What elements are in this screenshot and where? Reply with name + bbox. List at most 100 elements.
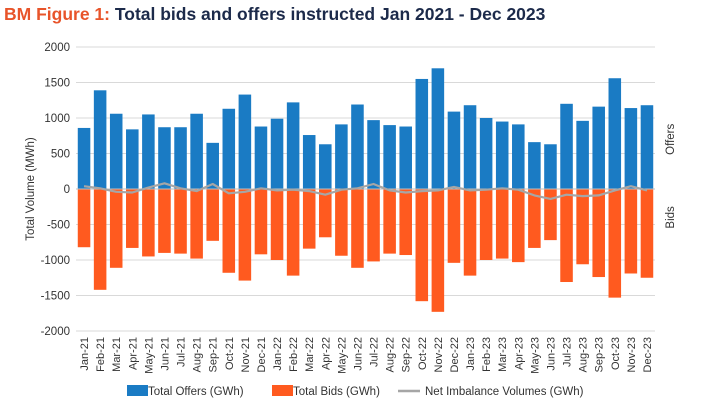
offer-bar: [447, 111, 461, 189]
legend-bids-swatch: [272, 385, 293, 396]
x-tick-label: Mar-23: [497, 337, 509, 372]
x-tick-label: Jul-21: [176, 337, 188, 367]
bid-bar: [222, 189, 236, 273]
legend-offers-label: Total Offers (GWh): [148, 386, 244, 398]
offer-bar: [270, 118, 284, 189]
x-tick-label: Jan-22: [272, 337, 284, 371]
bid-bar: [640, 189, 654, 278]
offer-bar: [254, 126, 268, 189]
x-tick-label: Feb-21: [95, 337, 107, 372]
offer-bar: [479, 118, 493, 189]
offer-bar: [174, 127, 187, 189]
bid-bar: [93, 189, 107, 290]
offer-bar: [206, 142, 219, 189]
offer-bar: [592, 106, 605, 189]
offer-bar: [142, 114, 155, 189]
figure-number: BM Figure 1:: [4, 4, 110, 24]
y-tick-label: -1500: [41, 291, 70, 303]
offer-bar: [335, 124, 348, 189]
offer-bar: [544, 144, 557, 189]
bid-bar: [544, 189, 557, 241]
offer-bar: [319, 144, 332, 189]
x-tick-label: Jun-21: [159, 337, 171, 371]
x-tick-label: Apr-23: [513, 337, 525, 370]
x-tick-label: Jul-22: [369, 337, 381, 367]
legend-offers-swatch: [127, 385, 148, 396]
bid-bar: [302, 189, 316, 249]
x-tick-label: Jun-22: [352, 337, 364, 371]
y-tick-label: 1500: [44, 78, 70, 90]
bid-bar: [463, 189, 477, 276]
legend-bids-label: Total Bids (GWh): [293, 386, 380, 398]
bid-bar: [367, 189, 380, 262]
bid-bar: [608, 189, 622, 298]
offer-bar: [351, 104, 364, 189]
x-tick-label: May-21: [143, 337, 155, 374]
bid-bar: [206, 189, 219, 241]
x-tick-label: Aug-23: [578, 337, 590, 372]
x-tick-label: Dec-23: [642, 337, 654, 372]
x-tick-label: Mar-21: [111, 337, 123, 372]
net-imbalance-line: [83, 182, 648, 200]
offer-bar: [608, 78, 622, 189]
offer-bar: [512, 124, 525, 189]
offer-bar: [431, 68, 445, 189]
bid-bar: [592, 189, 605, 278]
bid-bar: [512, 189, 525, 263]
x-tick-label: Feb-22: [288, 337, 300, 372]
right-label-offers: Offers: [665, 124, 677, 155]
offer-bar: [126, 129, 139, 189]
offer-bar: [93, 90, 107, 189]
offer-bar: [286, 102, 300, 189]
bid-bar: [528, 189, 541, 248]
right-label-bids: Bids: [665, 206, 677, 229]
bid-bar: [431, 189, 445, 312]
x-tick-label: Oct-23: [610, 337, 622, 370]
bid-bar: [447, 189, 461, 263]
y-tick-label: 500: [51, 149, 70, 161]
bid-bar: [190, 189, 203, 259]
offer-bar: [560, 103, 573, 189]
x-tick-label: Mar-22: [304, 337, 316, 372]
bid-bar: [142, 189, 155, 257]
bid-bar: [174, 189, 187, 254]
offer-bar: [77, 127, 91, 189]
y-tick-label: 1000: [44, 113, 70, 125]
x-tick-label: Jun-23: [545, 337, 557, 371]
bid-bar: [109, 189, 123, 268]
bid-bar: [126, 189, 139, 248]
bid-bar: [560, 189, 573, 283]
x-tick-label: Aug-21: [192, 337, 204, 372]
x-tick-label: Nov-23: [626, 337, 638, 372]
x-tick-label: Nov-22: [433, 337, 445, 372]
x-tick-label: Jul-23: [562, 337, 574, 367]
x-tick-label: Oct-22: [417, 337, 429, 370]
offer-bar: [109, 113, 123, 189]
bid-bar: [479, 189, 493, 260]
offer-bar: [640, 105, 654, 189]
y-tick-label: -1000: [41, 255, 70, 267]
offer-bar: [463, 105, 477, 189]
y-tick-label: -500: [47, 220, 70, 232]
bid-bar: [238, 189, 252, 281]
bid-bar: [77, 189, 91, 248]
offer-bar: [576, 120, 589, 189]
y-tick-label: 2000: [44, 42, 70, 54]
chart-title: BM Figure 1: Total bids and offers instr…: [4, 4, 545, 25]
bid-bar: [254, 189, 268, 255]
x-tick-label: Oct-21: [224, 337, 236, 370]
bid-bar: [415, 189, 429, 302]
bid-bar: [270, 189, 284, 260]
offer-bar: [222, 108, 236, 189]
x-tick-label: Dec-22: [449, 337, 461, 372]
x-tick-label: Apr-22: [320, 337, 332, 370]
offer-bar: [383, 125, 396, 189]
bid-bar: [319, 189, 332, 238]
bid-bar: [576, 189, 589, 265]
bid-bar: [351, 189, 364, 268]
bid-bar: [335, 189, 348, 256]
offer-bar: [367, 120, 380, 189]
offer-bar: [495, 121, 509, 189]
offer-bar: [190, 113, 203, 189]
